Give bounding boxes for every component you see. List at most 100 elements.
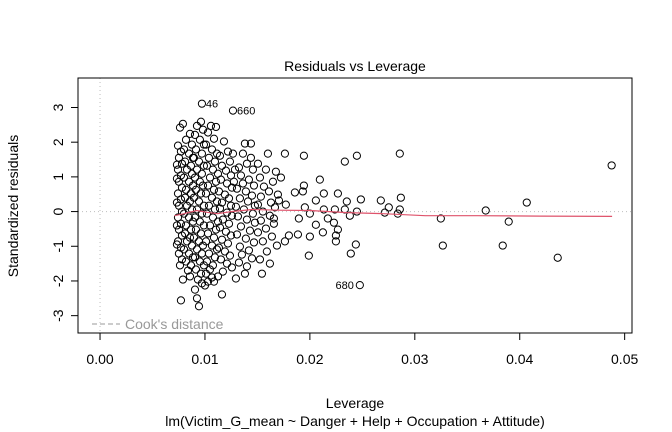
data-point — [235, 242, 244, 251]
data-point — [201, 140, 211, 149]
data-point — [249, 181, 259, 190]
data-point — [240, 139, 250, 148]
x-axis: 0.00 0.01 0.02 0.03 0.04 0.05 — [86, 333, 638, 367]
data-point — [237, 250, 246, 259]
data-point — [199, 261, 209, 270]
data-point — [342, 197, 351, 206]
y-tick-label: -2 — [50, 275, 66, 288]
data-point — [207, 193, 217, 202]
data-point — [267, 232, 276, 241]
data-point — [209, 185, 219, 194]
data-point — [196, 189, 206, 198]
data-point — [330, 205, 339, 214]
x-axis-label: Leverage — [326, 395, 385, 411]
y-tick-label: 2 — [50, 138, 66, 146]
data-point — [217, 235, 227, 244]
data-point — [270, 203, 280, 212]
y-axis-label: Standardized residuals — [5, 135, 21, 277]
data-point — [436, 214, 445, 223]
chart-subtitle: lm(Victim_G_mean ~ Danger + Help + Occup… — [165, 413, 545, 429]
data-point — [194, 197, 204, 206]
data-point — [232, 184, 242, 193]
data-point — [396, 193, 405, 202]
data-point — [304, 251, 313, 260]
data-points — [172, 99, 616, 311]
data-point — [192, 245, 202, 254]
data-point — [198, 241, 208, 250]
data-point — [192, 121, 202, 130]
data-point — [249, 238, 259, 247]
data-point — [315, 175, 324, 184]
data-point — [280, 237, 290, 246]
data-point — [188, 153, 198, 162]
data-point — [172, 160, 182, 169]
data-point — [329, 218, 339, 227]
data-point — [395, 205, 404, 214]
data-point — [172, 174, 182, 183]
data-point — [238, 179, 248, 188]
data-point — [268, 177, 278, 186]
data-point — [203, 128, 213, 137]
data-point — [201, 269, 211, 278]
data-point — [198, 125, 208, 134]
data-point — [205, 221, 215, 230]
data-point — [208, 213, 218, 222]
data-point — [293, 230, 303, 239]
data-point — [481, 206, 490, 215]
data-point — [185, 129, 195, 138]
data-point — [223, 239, 233, 248]
data-point — [234, 163, 244, 172]
data-point — [177, 255, 187, 264]
data-point — [244, 246, 254, 255]
data-point — [236, 171, 246, 180]
data-point — [263, 149, 273, 158]
x-tick-label: 0.03 — [401, 351, 428, 367]
data-point — [211, 122, 221, 132]
data-point — [319, 205, 328, 214]
data-point — [202, 209, 212, 218]
data-point — [207, 145, 217, 154]
data-point — [175, 261, 185, 270]
point-labels: 46 660 680 — [206, 99, 354, 292]
data-point — [218, 215, 228, 224]
data-point — [213, 217, 223, 226]
data-point — [224, 219, 234, 228]
data-point — [188, 217, 198, 226]
data-point — [438, 241, 447, 250]
data-point — [217, 198, 227, 207]
legend-cooks-label: Cook's distance — [125, 316, 224, 332]
point-label-660: 660 — [237, 106, 255, 118]
x-tick-label: 0.04 — [506, 351, 533, 367]
data-point — [244, 175, 254, 184]
data-point — [194, 302, 204, 311]
data-point — [197, 209, 207, 218]
data-point — [255, 255, 265, 264]
labeled-data-point — [355, 281, 364, 290]
data-point — [217, 290, 227, 299]
data-point — [298, 187, 307, 196]
data-point — [226, 201, 236, 210]
data-point — [209, 277, 219, 286]
data-point — [227, 211, 237, 220]
data-point — [248, 165, 258, 174]
data-point — [203, 181, 213, 190]
data-point — [242, 159, 252, 168]
data-point — [172, 221, 182, 230]
x-tick-label: 0.00 — [86, 351, 113, 367]
data-point — [351, 240, 360, 249]
data-point — [198, 181, 208, 190]
data-point — [242, 262, 252, 271]
x-tick-label: 0.02 — [296, 351, 323, 367]
data-point — [290, 188, 299, 197]
data-point — [190, 130, 200, 139]
data-point — [253, 159, 263, 168]
data-point — [221, 227, 231, 236]
data-point — [180, 193, 190, 202]
chart-title: Residuals vs Leverage — [284, 58, 426, 74]
data-point — [205, 173, 215, 182]
data-point — [245, 226, 255, 235]
data-point — [246, 153, 256, 162]
data-point — [294, 214, 303, 223]
data-point — [213, 272, 223, 281]
